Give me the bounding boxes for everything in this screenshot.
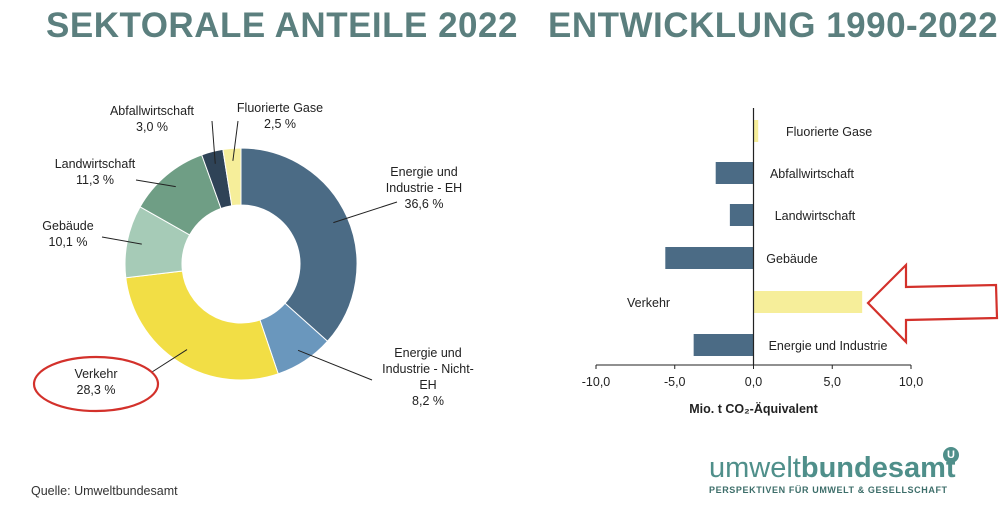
donut-label-line: Abfallwirtschaft — [110, 104, 195, 118]
donut-label-line: Gebäude — [42, 219, 93, 233]
bar-label-verkehr: Verkehr — [627, 296, 670, 310]
x-tick-label: 10,0 — [899, 375, 923, 389]
donut-label-fluorierte-gase: Fluorierte Gase 2,5 % — [237, 101, 323, 131]
x-tick-label: -10,0 — [582, 375, 611, 389]
bar-abfallwirtschaft — [715, 162, 754, 184]
x-tick-label: -5,0 — [664, 375, 686, 389]
leader-line-verkehr — [151, 349, 188, 373]
donut-slice-verkehr — [125, 270, 279, 381]
donut-chart — [124, 147, 358, 381]
annotations — [32, 262, 999, 413]
highlight-arrow-verkehr — [866, 262, 999, 345]
leader-line-landwirtschaft — [135, 179, 176, 188]
donut-chart-title: SEKTORALE ANTEILE 2022 — [46, 6, 518, 45]
donut-label-line: Industrie - EH — [386, 181, 462, 195]
donut-label-line: 36,6 % — [405, 197, 444, 211]
leader-line-energie-und-industrie-eh — [333, 201, 398, 224]
donut-label-line: 10,1 % — [49, 235, 88, 249]
leader-line-fluorierte-gase — [232, 120, 239, 161]
logo-wordmark: umweltbundesamt — [709, 453, 956, 483]
donut-label-line: Energie und — [394, 346, 461, 360]
donut-label-line: 11,3 % — [76, 173, 114, 187]
donut-label-gebaeude: Gebäude 10,1 % — [42, 219, 93, 249]
leader-line-abfallwirtschaft — [211, 120, 216, 164]
logo-badge-icon: U — [943, 447, 959, 463]
donut-labels: Energie und Industrie - EH 36,6 %Energie u… — [42, 101, 474, 408]
donut-slice-fluorierte-gase — [222, 147, 242, 207]
bar-fluorierte-gase — [753, 120, 759, 142]
donut-label-line: Fluorierte Gase — [237, 101, 323, 115]
donut-label-abfallwirtschaft: Abfallwirtschaft 3,0 % — [110, 104, 195, 134]
bar-gebaeude — [665, 247, 754, 269]
x-axis-title: Mio. t CO₂-Äquivalent — [689, 401, 818, 416]
donut-label-line: 28,3 % — [77, 383, 116, 397]
logo-word-light: umwelt — [709, 452, 801, 484]
x-tick-label: 0,0 — [745, 375, 762, 389]
bar-label-landwirtschaft: Landwirtschaft — [775, 209, 856, 223]
donut-label-line: Industrie - Nicht- — [382, 362, 474, 376]
bar-label-energie-und-industrie: Energie und Industrie — [769, 339, 888, 353]
umweltbundesamt-logo: umweltbundesamt U PERSPEKTIVEN FÜR UMWEL… — [709, 447, 959, 495]
donut-label-line: Landwirtschaft — [55, 157, 136, 171]
donut-slice-energie-und-industrie-eh — [240, 147, 358, 342]
donut-label-energie-und-industrie-eh: Energie und Industrie - EH 36,6 % — [386, 165, 462, 211]
bar-chart-title: ENTWICKLUNG 1990-2022 — [548, 6, 999, 45]
donut-label-line: 8,2 % — [412, 394, 444, 408]
donut-label-line: 3,0 % — [136, 120, 168, 134]
leader-line-gebaeude — [101, 236, 142, 245]
bar-chart: Fluorierte Gase Abfallwirtschaft Landwirts… — [582, 108, 923, 416]
donut-label-energie-und-industrie-nicht-eh: Energie und Industrie - Nicht- EH 8,2 % — [382, 346, 474, 408]
highlight-ellipse-verkehr — [32, 355, 160, 413]
logo-tagline: PERSPEKTIVEN FÜR UMWELT & GESELLSCHAFT — [709, 485, 948, 495]
bar-label-gebaeude: Gebäude — [766, 252, 817, 266]
logo-word-bold: bundesamt — [800, 452, 956, 484]
bar-landwirtschaft — [729, 204, 754, 226]
x-tick-label: 5,0 — [824, 375, 841, 389]
bar-label-fluorierte-gase: Fluorierte Gase — [786, 125, 872, 139]
donut-label-line: Energie und — [390, 165, 457, 179]
leader-line-energie-und-industrie-nicht-eh — [297, 349, 373, 381]
donut-label-line: 2,5 % — [264, 117, 296, 131]
donut-label-line: Verkehr — [74, 367, 117, 381]
bar-verkehr — [753, 291, 863, 313]
bar-label-abfallwirtschaft: Abfallwirtschaft — [770, 167, 855, 181]
bar-energie-und-industrie — [693, 334, 754, 356]
donut-label-landwirtschaft: Landwirtschaft 11,3 % — [55, 157, 136, 187]
source-note: Quelle: Umweltbundesamt — [31, 484, 178, 498]
donut-label-verkehr: Verkehr 28,3 % — [74, 367, 117, 397]
donut-label-line: EH — [419, 378, 436, 392]
